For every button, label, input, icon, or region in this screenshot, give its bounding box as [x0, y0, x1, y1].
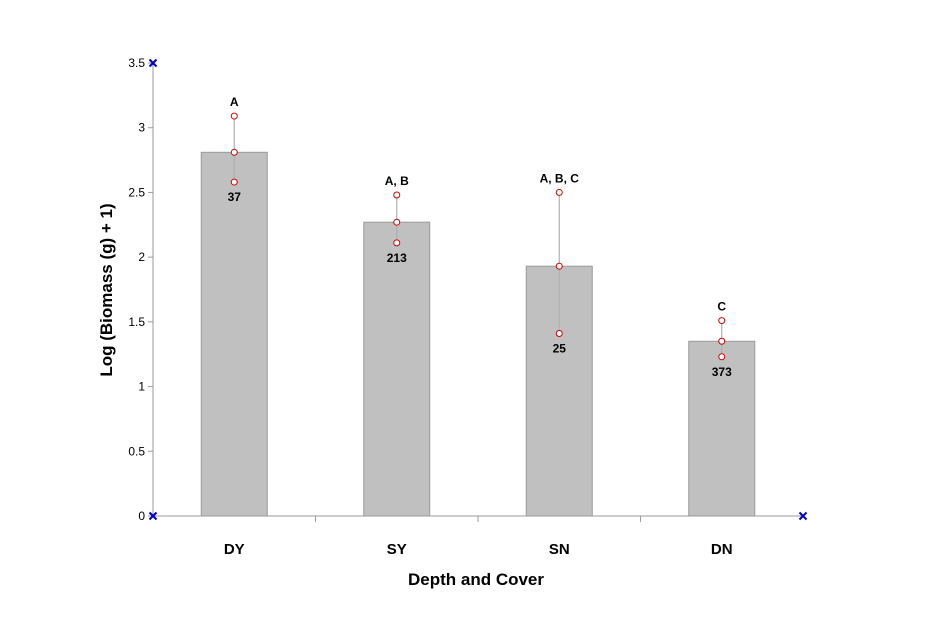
- corner-marker-stroke: [798, 511, 808, 521]
- y-tick-label: 3.5: [128, 56, 145, 70]
- y-tick-label: 1: [138, 380, 145, 394]
- corner-marker-top-left: [148, 58, 158, 68]
- y-tick-label: 2.5: [128, 185, 145, 199]
- x-tick-label-sy: SY: [387, 541, 407, 558]
- corner-marker-bottom-right: [798, 511, 808, 521]
- bars-layer: [200, 151, 756, 517]
- sample-size-label-dn: 373: [712, 365, 732, 379]
- x-tick-label-dy: DY: [224, 541, 245, 558]
- group-label-dy: A: [230, 95, 239, 109]
- error-marker-sn-lower: [555, 330, 563, 338]
- y-tick-label: 0.5: [128, 444, 145, 458]
- corner-marker-stroke: [148, 58, 158, 68]
- error-marker-sn-upper: [555, 188, 563, 196]
- error-marker-sy-mean: [393, 218, 401, 226]
- sample-size-label-sn: 25: [553, 342, 567, 356]
- error-marker-dn-mean: [718, 337, 726, 345]
- error-marker-sn-mean: [555, 262, 563, 270]
- error-marker-dy-lower: [230, 178, 238, 186]
- x-axis-title: Depth and Cover: [408, 570, 544, 589]
- error-marker-dn-lower: [718, 353, 726, 361]
- x-tick-label-sn: SN: [549, 541, 570, 558]
- group-label-dn: C: [717, 300, 726, 314]
- bar-dy: [200, 151, 268, 517]
- y-tick-label: 3: [138, 121, 145, 135]
- labels-layer: DY SY SN DN A A, B A, B, C C 37 213 25 373: [224, 95, 733, 558]
- error-marker-dy-upper: [230, 112, 238, 120]
- y-tick-label: 0: [138, 509, 145, 523]
- y-tick-label: 2: [138, 250, 145, 264]
- y-axis-title: Log (Biomass (g) + 1): [97, 203, 116, 376]
- sample-size-label-sy: 213: [387, 251, 407, 265]
- group-label-sy: A, B: [385, 174, 409, 188]
- axes-layer: 0 0.5 1 1.5 2 2.5 3 3.5: [128, 56, 808, 523]
- error-bars-layer: [230, 112, 726, 361]
- bar-dn: [688, 340, 756, 517]
- corner-marker-stroke: [148, 511, 158, 521]
- error-marker-dy-mean: [230, 148, 238, 156]
- x-tick-label-dn: DN: [711, 541, 733, 558]
- bar-sy: [363, 221, 431, 517]
- sample-size-label-dy: 37: [228, 190, 242, 204]
- error-marker-sy-upper: [393, 191, 401, 199]
- corner-marker-origin: [148, 511, 158, 521]
- error-marker-dn-upper: [718, 317, 726, 325]
- error-marker-sy-lower: [393, 239, 401, 247]
- y-tick-label: 1.5: [128, 315, 145, 329]
- group-label-sn: A, B, C: [540, 171, 580, 185]
